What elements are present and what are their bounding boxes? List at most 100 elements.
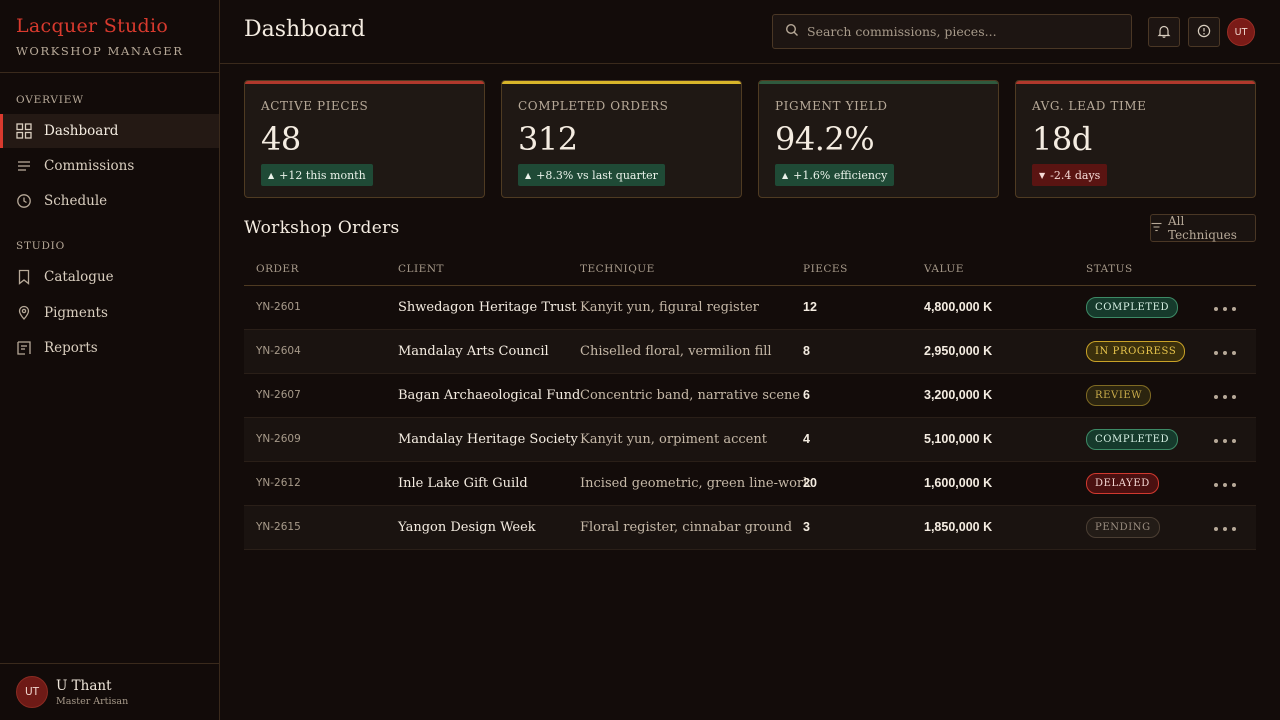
technique: Concentric band, narrative scene (580, 388, 801, 403)
sidebar-item-label: Dashboard (44, 123, 119, 139)
client-name: Mandalay Heritage Society (398, 432, 578, 447)
pieces-count: 12 (803, 300, 817, 314)
stat-card-avg-lead-time: AVG. LEAD TIME 18d ▼ -2.4 days (1015, 80, 1256, 198)
order-value: 2,950,000 K (924, 344, 993, 358)
pin-icon (16, 305, 32, 321)
arrow-up-icon: ▲ (782, 170, 789, 180)
orders-table: ORDER CLIENT TECHNIQUE PIECES VALUE STAT… (244, 254, 1256, 550)
pieces-count: 3 (803, 520, 810, 534)
table-row[interactable]: YN-2609 Mandalay Heritage Society Kanyit… (244, 418, 1256, 462)
sidebar-item-catalogue[interactable]: Catalogue (0, 260, 219, 294)
stat-card-pigment-yield: PIGMENT YIELD 94.2% ▲ +1.6% efficiency (758, 80, 999, 198)
sidebar-item-commissions[interactable]: Commissions (0, 149, 219, 183)
search-input[interactable] (807, 24, 1107, 39)
sidebar-item-label: Schedule (44, 193, 108, 209)
pieces-count: 6 (803, 388, 810, 402)
arrow-up-icon: ▲ (268, 170, 275, 180)
arrow-down-icon: ▼ (1039, 170, 1046, 180)
card-accent-bar (245, 81, 484, 84)
stat-delta-text: +8.3% vs last quarter (536, 168, 658, 182)
stat-delta: ▼ -2.4 days (1032, 164, 1108, 186)
table-row[interactable]: YN-2604 Mandalay Arts Council Chiselled … (244, 330, 1256, 374)
order-value: 3,200,000 K (924, 388, 993, 402)
stat-value: 94.2% (775, 120, 875, 158)
more-actions-icon[interactable] (1214, 351, 1236, 357)
more-actions-icon[interactable] (1214, 439, 1236, 445)
client-name: Shwedagon Heritage Trust (398, 300, 577, 315)
column-header-order[interactable]: ORDER (256, 263, 300, 275)
stat-delta: ▲ +8.3% vs last quarter (518, 164, 665, 186)
stat-label: COMPLETED ORDERS (518, 99, 669, 113)
stat-delta-text: +1.6% efficiency (793, 168, 888, 182)
technique: Incised geometric, green line-work (580, 476, 812, 491)
avatar: UT (16, 676, 48, 708)
bookmark-icon (16, 269, 32, 285)
stat-delta: ▲ +12 this month (261, 164, 373, 186)
page-title: Dashboard (244, 17, 366, 42)
client-name: Yangon Design Week (398, 520, 536, 535)
stat-value: 18d (1032, 120, 1092, 158)
technique: Floral register, cinnabar ground (580, 520, 793, 535)
client-name: Inle Lake Gift Guild (398, 476, 528, 491)
info-circle-icon (1197, 23, 1211, 42)
technique-filter-button[interactable]: All Techniques (1150, 214, 1256, 242)
more-actions-icon[interactable] (1214, 483, 1236, 489)
order-id: YN-2607 (256, 389, 301, 401)
sidebar-item-reports[interactable]: Reports (0, 331, 219, 365)
section-title: Workshop Orders (244, 218, 400, 238)
stat-delta-text: +12 this month (279, 168, 366, 182)
status-badge: REVIEW (1086, 385, 1152, 406)
client-name: Bagan Archaeological Fund (398, 388, 581, 403)
pieces-count: 4 (803, 432, 810, 446)
table-row[interactable]: YN-2607 Bagan Archaeological Fund Concen… (244, 374, 1256, 418)
column-header-client[interactable]: CLIENT (398, 263, 445, 275)
order-id: YN-2609 (256, 433, 301, 445)
sidebar-item-label: Catalogue (44, 269, 114, 285)
order-value: 1,850,000 K (924, 520, 993, 534)
more-actions-icon[interactable] (1214, 527, 1236, 533)
report-icon (16, 340, 32, 356)
more-actions-icon[interactable] (1214, 395, 1236, 401)
table-row[interactable]: YN-2615 Yangon Design Week Floral regist… (244, 506, 1256, 550)
stat-label: PIGMENT YIELD (775, 99, 888, 113)
pieces-count: 8 (803, 344, 810, 358)
technique: Kanyit yun, figural register (580, 300, 759, 315)
order-id: YN-2612 (256, 477, 301, 489)
arrow-up-icon: ▲ (525, 170, 532, 180)
search-box[interactable] (772, 14, 1132, 49)
sidebar-item-label: Reports (44, 340, 98, 356)
sidebar-item-schedule[interactable]: Schedule (0, 184, 219, 218)
stat-card-completed-orders: COMPLETED ORDERS 312 ▲ +8.3% vs last qua… (501, 80, 742, 198)
pieces-count: 20 (803, 476, 817, 490)
nav-section-studio: STUDIO (16, 240, 66, 252)
column-header-value[interactable]: VALUE (924, 263, 964, 275)
clock-icon (16, 193, 32, 209)
brand: Lacquer Studio WORKSHOP MANAGER (0, 0, 219, 73)
table-row[interactable]: YN-2601 Shwedagon Heritage Trust Kanyit … (244, 286, 1256, 330)
status-badge: PENDING (1086, 517, 1160, 538)
table-row[interactable]: YN-2612 Inle Lake Gift Guild Incised geo… (244, 462, 1256, 506)
column-header-pieces[interactable]: PIECES (803, 263, 848, 275)
user-role: Master Artisan (56, 695, 129, 707)
status-badge: COMPLETED (1086, 429, 1179, 450)
filter-icon (1151, 221, 1162, 235)
card-accent-bar (1016, 81, 1255, 84)
sidebar-item-dashboard[interactable]: Dashboard (0, 114, 219, 148)
card-accent-bar (502, 81, 741, 84)
user-profile[interactable]: UT U Thant Master Artisan (0, 663, 219, 720)
list-icon (16, 158, 32, 174)
alerts-button[interactable] (1188, 17, 1220, 47)
bell-icon (1157, 23, 1171, 42)
more-actions-icon[interactable] (1214, 307, 1236, 313)
stat-label: ACTIVE PIECES (261, 99, 369, 113)
status-badge: COMPLETED (1086, 297, 1179, 318)
order-id: YN-2604 (256, 345, 301, 357)
column-header-technique[interactable]: TECHNIQUE (580, 263, 655, 275)
sidebar-item-pigments[interactable]: Pigments (0, 296, 219, 330)
technique: Kanyit yun, orpiment accent (580, 432, 767, 447)
search-icon (785, 22, 799, 41)
column-header-status[interactable]: STATUS (1086, 263, 1133, 275)
header-avatar[interactable]: UT (1227, 18, 1255, 46)
notifications-button[interactable] (1148, 17, 1180, 47)
stat-card-active-pieces: ACTIVE PIECES 48 ▲ +12 this month (244, 80, 485, 198)
